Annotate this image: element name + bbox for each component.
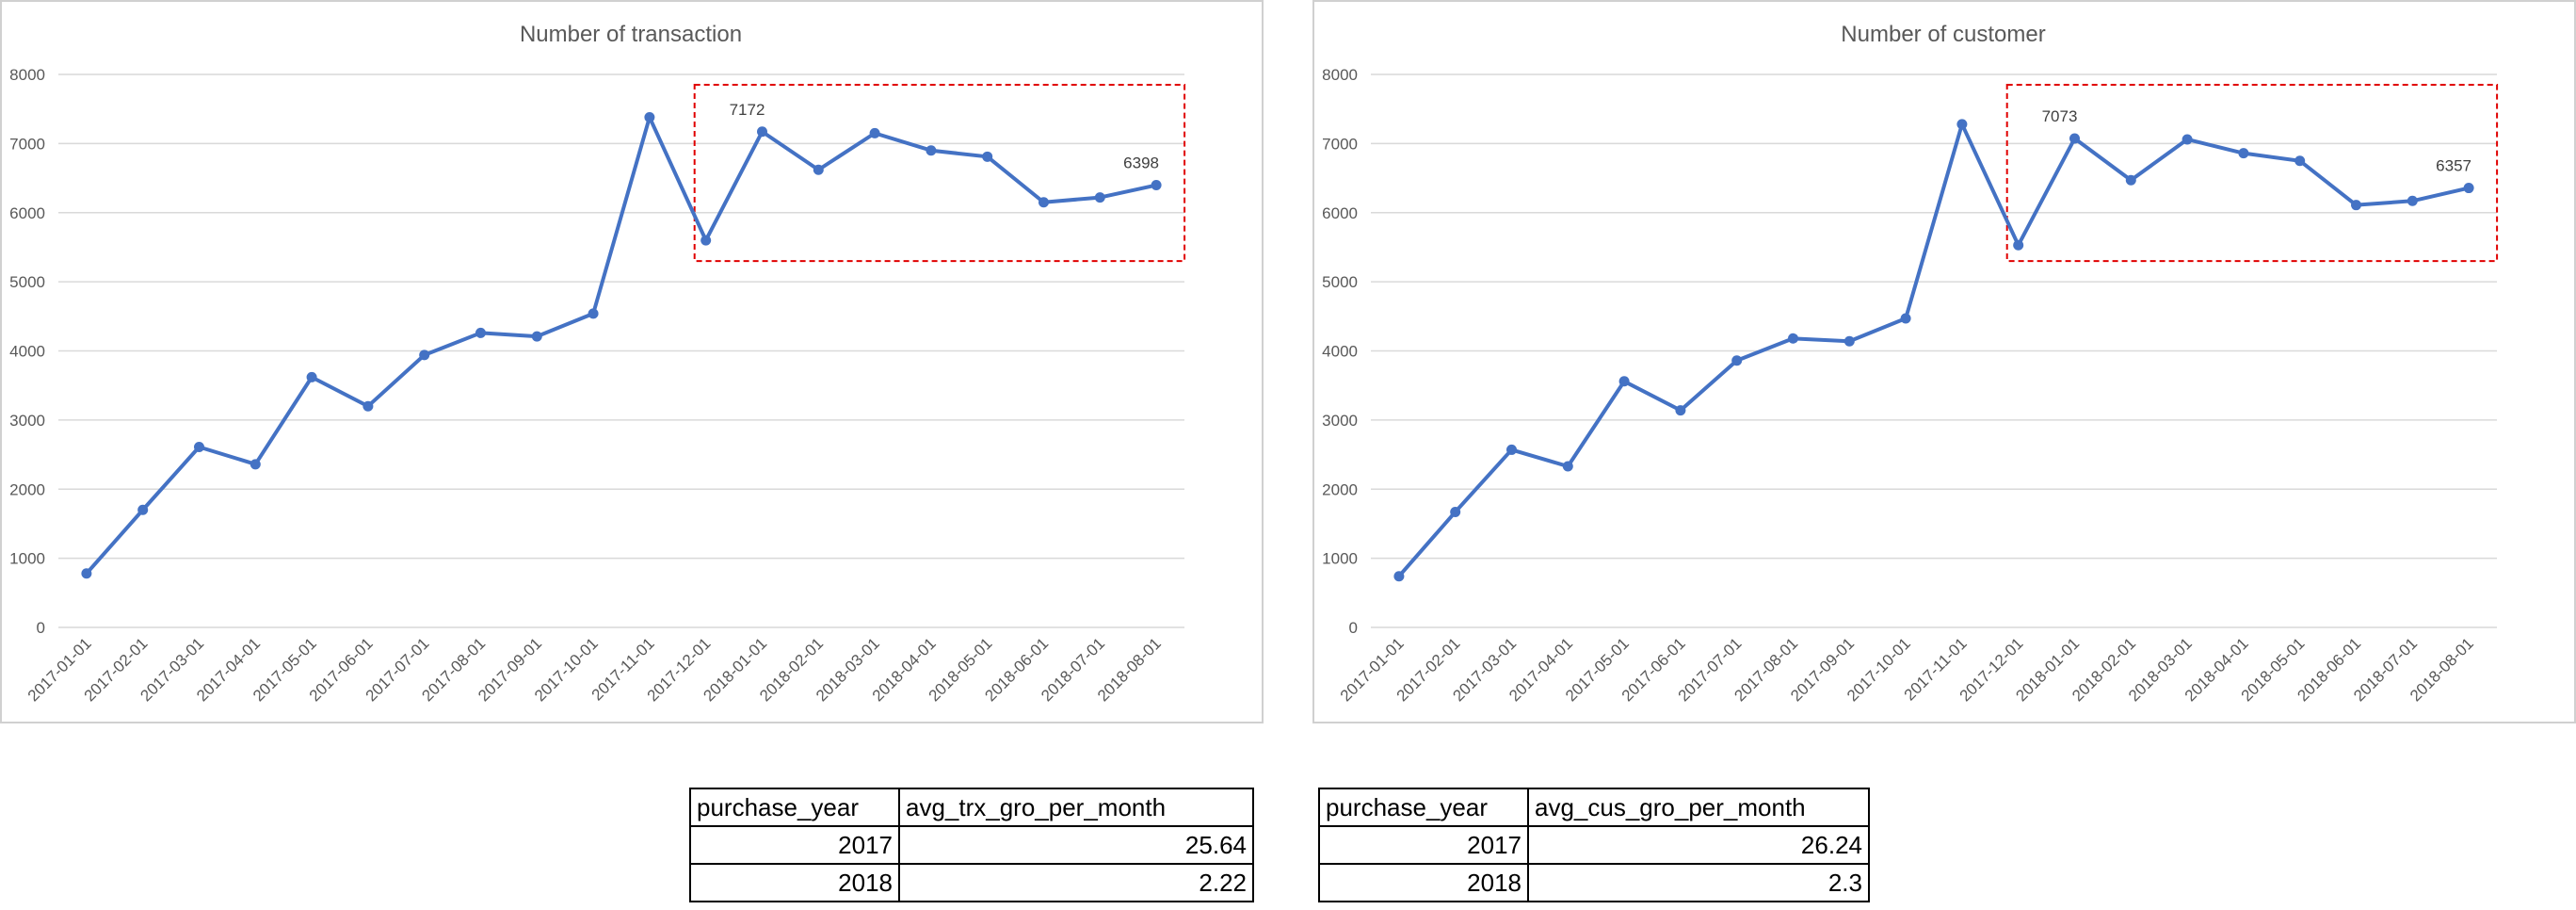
- table-header-cell: purchase_year: [689, 788, 900, 827]
- table-row: 2017 26.24: [1318, 825, 1870, 865]
- data-point: [250, 459, 261, 470]
- data-point: [475, 327, 486, 338]
- y-tick-label: 4000: [1322, 343, 1358, 361]
- data-point: [813, 164, 824, 175]
- table-cell: 2017: [689, 825, 900, 865]
- data-point: [644, 111, 655, 122]
- data-point: [2069, 133, 2080, 144]
- data-point: [1788, 333, 1798, 344]
- data-point: [1450, 506, 1461, 517]
- data-point: [2407, 195, 2418, 206]
- series-line: [85, 115, 1157, 576]
- data-point: [1618, 376, 1630, 387]
- table-cell: 2018: [689, 863, 900, 902]
- data-point: [1151, 180, 1162, 191]
- y-tick-label: 6000: [9, 204, 45, 222]
- y-tick-label: 7000: [1322, 135, 1358, 153]
- data-point: [1393, 571, 1405, 582]
- data-point: [137, 504, 149, 515]
- table-cell: 2.22: [898, 863, 1254, 902]
- table-row: 2018 2.3: [1318, 863, 1870, 902]
- data-point: [2463, 183, 2474, 194]
- transaction-growth-table: purchase_year avg_trx_gro_per_month 2017…: [689, 788, 1254, 902]
- data-point: [362, 400, 374, 412]
- data-point: [306, 371, 317, 382]
- data-point: [81, 568, 92, 579]
- table-cell: 2017: [1318, 825, 1529, 865]
- data-point: [757, 126, 767, 138]
- customer-growth-table: purchase_year avg_cus_gro_per_month 2017…: [1318, 788, 1870, 902]
- transaction-line-chart: Number of transaction 0 1000 2000 3000 4000 50…: [9, 22, 1186, 705]
- y-tick-label: 3000: [9, 412, 45, 430]
- y-tick-label: 0: [37, 619, 45, 637]
- y-tick-label: 5000: [1322, 273, 1358, 291]
- chart-title: Number of customer: [1841, 22, 2045, 47]
- data-point: [869, 127, 880, 138]
- highlight-box: [2005, 84, 2499, 263]
- data-point: [1506, 444, 1517, 455]
- data-point: [1956, 119, 1968, 130]
- data-point: [2013, 239, 2024, 251]
- table-header-cell: avg_trx_gro_per_month: [898, 788, 1254, 827]
- series-line: [1397, 122, 2470, 578]
- y-tick-label: 3000: [1322, 412, 1358, 430]
- customer-chart-panel: Number of customer 0 1000 2000 3000 4000 5000 6…: [1312, 0, 2576, 723]
- customer-line-chart: Number of customer 0 1000 2000 3000 4000 5000 6…: [1322, 22, 2499, 705]
- chart-title: Number of transaction: [520, 22, 742, 47]
- data-point: [1843, 335, 1855, 347]
- data-point: [1094, 192, 1105, 203]
- y-tick-label: 0: [1349, 619, 1358, 637]
- data-point: [1900, 313, 1911, 324]
- table-cell: 2.3: [1527, 863, 1870, 902]
- highlight-box: [693, 84, 1186, 263]
- data-point: [700, 235, 712, 246]
- table-cell: 26.24: [1527, 825, 1870, 865]
- y-tick-label: 2000: [1322, 480, 1358, 498]
- table-header-row: purchase_year avg_cus_gro_per_month: [1318, 788, 1870, 827]
- data-label: 6398: [1123, 154, 1159, 172]
- y-tick-label: 6000: [1322, 204, 1358, 222]
- table-row: 2017 25.64: [689, 825, 1254, 865]
- data-point: [194, 441, 204, 452]
- y-tick-label: 8000: [1322, 66, 1358, 84]
- y-tick-label: 7000: [9, 135, 45, 153]
- data-point: [1562, 461, 1573, 472]
- data-point: [1038, 197, 1049, 208]
- data-point: [926, 145, 937, 156]
- y-tick-label: 4000: [9, 343, 45, 361]
- table-cell: 2018: [1318, 863, 1529, 902]
- y-tick-label: 1000: [1322, 550, 1358, 568]
- data-point: [2182, 134, 2193, 145]
- y-tick-label: 8000: [9, 66, 45, 84]
- y-tick-label: 1000: [9, 550, 45, 568]
- data-point: [419, 349, 430, 361]
- data-label: 7172: [730, 101, 765, 119]
- transaction-chart-panel: Number of transaction 0 1000 2000 3000 4000 50…: [0, 0, 1264, 723]
- data-point: [982, 151, 993, 162]
- table-cell: 25.64: [898, 825, 1254, 865]
- data-point: [531, 331, 542, 342]
- data-point: [2351, 200, 2361, 211]
- table-header-row: purchase_year avg_trx_gro_per_month: [689, 788, 1254, 827]
- table-header-cell: avg_cus_gro_per_month: [1527, 788, 1870, 827]
- data-point: [588, 308, 599, 319]
- data-label: 7073: [2042, 107, 2078, 125]
- data-point: [2238, 148, 2249, 159]
- data-label: 6357: [2436, 157, 2471, 175]
- data-point: [2125, 174, 2136, 186]
- data-point: [1731, 355, 1743, 366]
- table-header-cell: purchase_year: [1318, 788, 1529, 827]
- y-tick-label: 5000: [9, 273, 45, 291]
- data-point: [2294, 155, 2306, 167]
- y-tick-label: 2000: [9, 480, 45, 498]
- table-row: 2018 2.22: [689, 863, 1254, 902]
- data-point: [1675, 405, 1686, 416]
